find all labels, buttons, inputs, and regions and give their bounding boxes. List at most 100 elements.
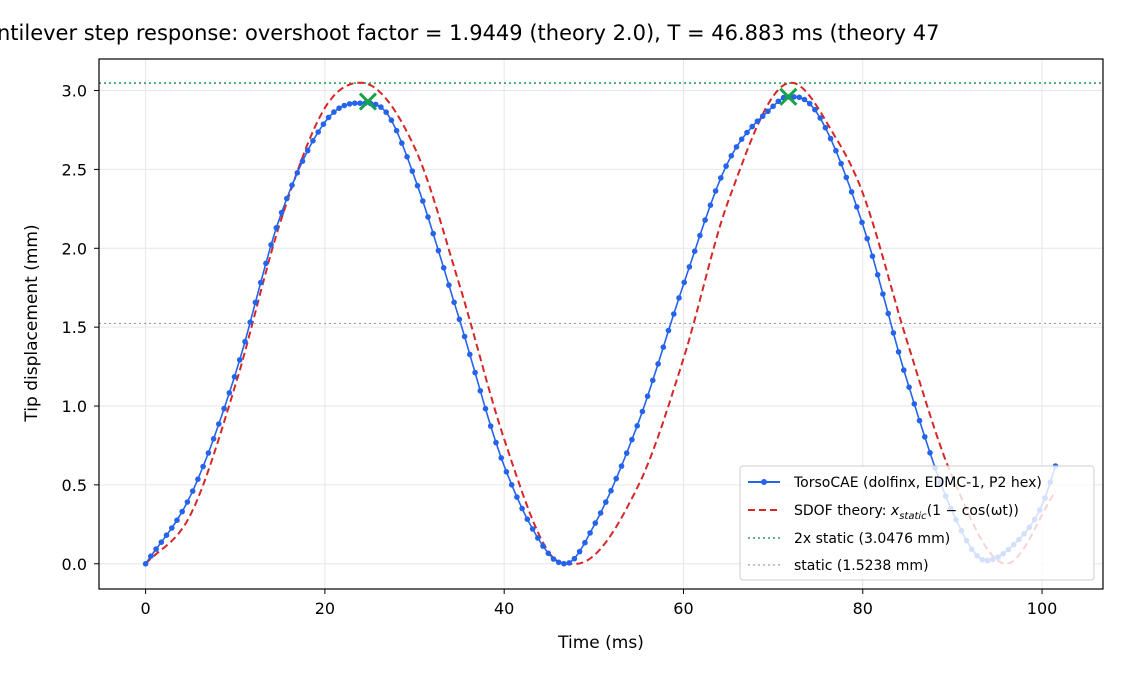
simulation-point-4: [163, 532, 170, 538]
simulation-point-104: [686, 264, 693, 270]
simulation-point-110: [718, 175, 724, 181]
simulation-point-64: [477, 388, 484, 394]
simulation-point-130: [822, 124, 829, 131]
simulation-point-11: [200, 463, 206, 470]
simulation-point-145: [901, 367, 907, 373]
simulation-point-119: [765, 108, 771, 115]
reference-lines: [99, 82, 1103, 324]
legend-label-theory-sub: static: [899, 511, 927, 522]
simulation-point-52: [414, 182, 421, 189]
x-tick-label-5: 100: [1027, 599, 1058, 618]
simulation-point-118: [759, 113, 766, 119]
simulation-point-76: [540, 543, 546, 549]
simulation-point-10: [195, 476, 201, 483]
simulation-point-36: [331, 109, 337, 115]
simulation-point-27: [284, 195, 290, 202]
simulation-point-115: [744, 129, 750, 136]
simulation-point-13: [210, 436, 217, 442]
simulation-point-59: [451, 299, 457, 306]
simulation-point-138: [864, 235, 870, 242]
simulation-point-89: [608, 487, 614, 494]
simulation-point-83: [576, 548, 583, 555]
simulation-point-30: [299, 158, 306, 164]
simulation-point-6: [174, 517, 180, 523]
x-axis-label: Time (ms): [557, 633, 644, 653]
simulation-point-144: [895, 349, 902, 355]
simulation-point-44: [372, 101, 379, 108]
x-tick-label-0: 0: [141, 599, 151, 618]
simulation-point-50: [404, 154, 410, 160]
peak-marker-0: [358, 92, 377, 111]
simulation-point-92: [623, 450, 630, 456]
simulation-point-125: [796, 94, 803, 101]
simulation-point-95: [639, 408, 646, 415]
simulation-point-137: [859, 219, 865, 226]
y-tick-label-0: 0.0: [62, 555, 87, 574]
simulation-point-69: [503, 469, 510, 475]
simulation-point-34: [320, 121, 327, 127]
y-tick-label-5: 2.5: [62, 160, 87, 179]
simulation-point-5: [169, 525, 175, 531]
simulation-point-120: [770, 103, 776, 110]
simulation-point-7: [179, 508, 185, 515]
simulation-point-136: [854, 204, 860, 210]
simulation-point-108: [707, 202, 714, 208]
simulation-point-80: [561, 560, 567, 567]
simulation-point-134: [843, 174, 850, 181]
legend-box: [739, 465, 1095, 581]
simulation-point-21: [252, 299, 259, 306]
legend-label-theory-suffix: (1 − cos(ωt)): [927, 503, 1019, 519]
simulation-point-51: [409, 168, 416, 174]
theory-series: [144, 81, 1057, 565]
simulation-point-103: [681, 279, 687, 286]
simulation-point-74: [529, 526, 536, 532]
simulation-point-19: [242, 338, 248, 345]
simulation-point-63: [472, 369, 478, 376]
simulation-point-14: [216, 421, 222, 427]
simulation-point-22: [257, 279, 264, 286]
simulation-point-3: [158, 539, 165, 545]
simulation-point-66: [487, 423, 494, 429]
simulation-point-54: [425, 214, 431, 220]
simulation-point-55: [430, 230, 437, 237]
simulation-point-94: [634, 423, 640, 429]
simulation-point-67: [493, 439, 499, 446]
simulation-point-113: [733, 144, 740, 150]
simulation-point-57: [440, 265, 447, 271]
simulation-point-132: [833, 147, 839, 154]
legend-label-theory-prefix: SDOF theory:: [794, 503, 891, 519]
simulation-point-17: [231, 374, 238, 380]
simulation-point-99: [660, 344, 667, 351]
simulation-point-141: [880, 291, 886, 297]
simulation-point-23: [263, 260, 269, 267]
simulation-point-31: [304, 147, 311, 154]
simulation-point-146: [906, 384, 912, 391]
simulation-point-32: [310, 138, 316, 144]
peak-marker-stroke-b-1: [779, 87, 798, 106]
simulation-point-128: [812, 106, 818, 113]
simulation-point-45: [378, 104, 384, 110]
simulation-point-77: [545, 550, 552, 557]
simulation-point-8: [184, 499, 191, 505]
simulation-point-0: [142, 561, 149, 567]
legend-label-sim: TorsoCAE (dolfinx, EDMC-1, P2 hex): [793, 475, 1042, 491]
peak-markers: [358, 87, 798, 111]
simulation-point-101: [671, 311, 677, 317]
simulation-point-135: [848, 189, 855, 195]
theory-curve: [144, 81, 1057, 565]
plot-frame: [98, 58, 1104, 590]
simulation-point-129: [817, 115, 823, 121]
grid: [99, 59, 1103, 589]
simulation-point-73: [524, 516, 531, 522]
y-tick-label-2: 1.0: [62, 397, 87, 416]
x-axis-ticks: 0 20 40 60 80 100: [141, 589, 1058, 618]
simulation-point-140: [874, 272, 881, 278]
y-axis-label: Tip displacement (mm): [22, 224, 42, 422]
simulation-point-131: [827, 135, 834, 142]
simulation-point-93: [629, 436, 635, 443]
simulation-point-117: [754, 118, 761, 124]
simulation-point-24: [268, 242, 274, 248]
simulation-point-106: [697, 232, 703, 239]
x-tick-label-1: 20: [315, 599, 335, 618]
